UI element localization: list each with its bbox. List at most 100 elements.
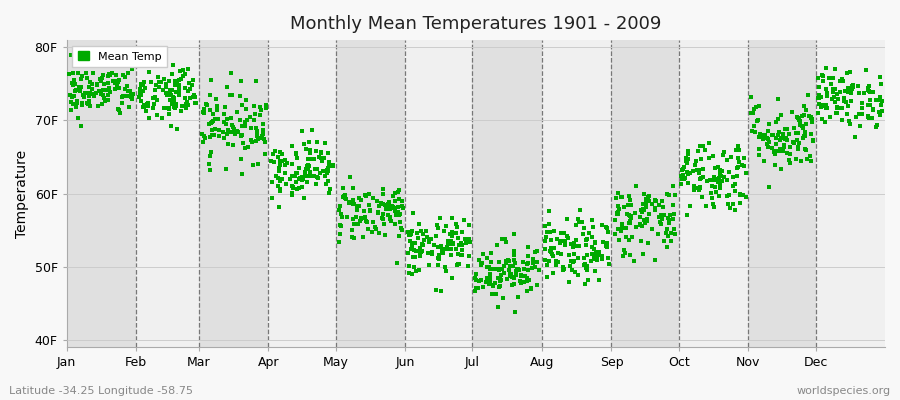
Point <box>374 200 388 206</box>
Point <box>873 74 887 80</box>
Point <box>746 110 760 116</box>
Point <box>680 148 695 155</box>
Point <box>389 212 403 218</box>
Point <box>538 238 553 244</box>
Point <box>313 154 328 161</box>
Point <box>744 94 759 100</box>
Point <box>787 124 801 131</box>
Point <box>197 110 211 116</box>
Point <box>295 177 310 184</box>
Point <box>702 155 716 162</box>
Point <box>140 103 155 110</box>
Point <box>689 185 704 192</box>
Point <box>235 171 249 177</box>
Point <box>623 252 637 258</box>
Point <box>454 252 469 258</box>
Point <box>439 246 454 252</box>
Point <box>633 222 647 228</box>
Point <box>347 221 362 228</box>
Point <box>537 223 552 229</box>
Point <box>841 85 855 91</box>
Point <box>747 105 761 112</box>
Point <box>186 76 201 83</box>
Point <box>68 81 82 88</box>
Point <box>639 200 653 206</box>
Point <box>803 153 817 160</box>
Point <box>388 198 402 204</box>
Point <box>76 94 91 100</box>
Point <box>521 266 535 273</box>
Point <box>826 75 841 81</box>
Point <box>220 84 234 90</box>
Point <box>167 104 182 110</box>
Point <box>769 119 783 126</box>
Point <box>680 159 694 166</box>
Point <box>524 285 538 292</box>
Point <box>423 236 437 242</box>
Point <box>509 268 524 274</box>
Point <box>812 100 826 107</box>
Point <box>350 204 365 210</box>
Point <box>693 176 707 182</box>
Point <box>705 195 719 201</box>
Point <box>812 92 826 98</box>
Point <box>508 260 522 267</box>
Point <box>369 226 383 232</box>
Point <box>310 174 324 180</box>
Point <box>676 172 690 178</box>
Point <box>109 72 123 78</box>
Point <box>580 252 594 258</box>
Bar <box>336 40 405 347</box>
Point <box>381 201 395 207</box>
Point <box>520 261 535 267</box>
Point <box>168 89 183 96</box>
Point <box>726 201 741 208</box>
Point <box>811 95 825 101</box>
Point <box>338 194 353 201</box>
Point <box>319 181 333 188</box>
Point <box>333 221 347 228</box>
Point <box>238 119 252 125</box>
Point <box>550 236 564 242</box>
Point <box>702 140 716 146</box>
Point <box>665 183 680 189</box>
Point <box>752 116 766 123</box>
Point <box>715 167 729 174</box>
Point <box>132 94 147 100</box>
Point <box>774 146 788 152</box>
Point <box>271 175 285 182</box>
Point <box>811 75 825 81</box>
Point <box>562 279 576 285</box>
Point <box>796 123 810 130</box>
Point <box>343 174 357 180</box>
Point <box>865 115 879 122</box>
Point <box>589 268 603 274</box>
Point <box>303 149 318 156</box>
Point <box>284 190 299 196</box>
Point <box>297 195 311 202</box>
Point <box>394 225 409 232</box>
Point <box>472 278 486 284</box>
Point <box>540 273 554 280</box>
Point <box>446 229 460 235</box>
Point <box>771 116 786 122</box>
Point <box>736 163 751 169</box>
Point <box>694 156 708 162</box>
Point <box>446 240 461 246</box>
Point <box>443 231 457 238</box>
Point <box>488 280 502 286</box>
Bar <box>611 40 679 347</box>
Point <box>637 217 652 223</box>
Point <box>526 259 540 266</box>
Point <box>203 153 218 160</box>
Point <box>339 214 354 220</box>
Point <box>749 104 763 110</box>
Point <box>804 115 818 121</box>
Point <box>189 100 203 106</box>
Point <box>345 226 359 233</box>
Point <box>103 71 117 77</box>
Point <box>172 87 186 93</box>
Point <box>402 263 417 270</box>
Point <box>449 220 464 227</box>
Point <box>482 270 497 277</box>
